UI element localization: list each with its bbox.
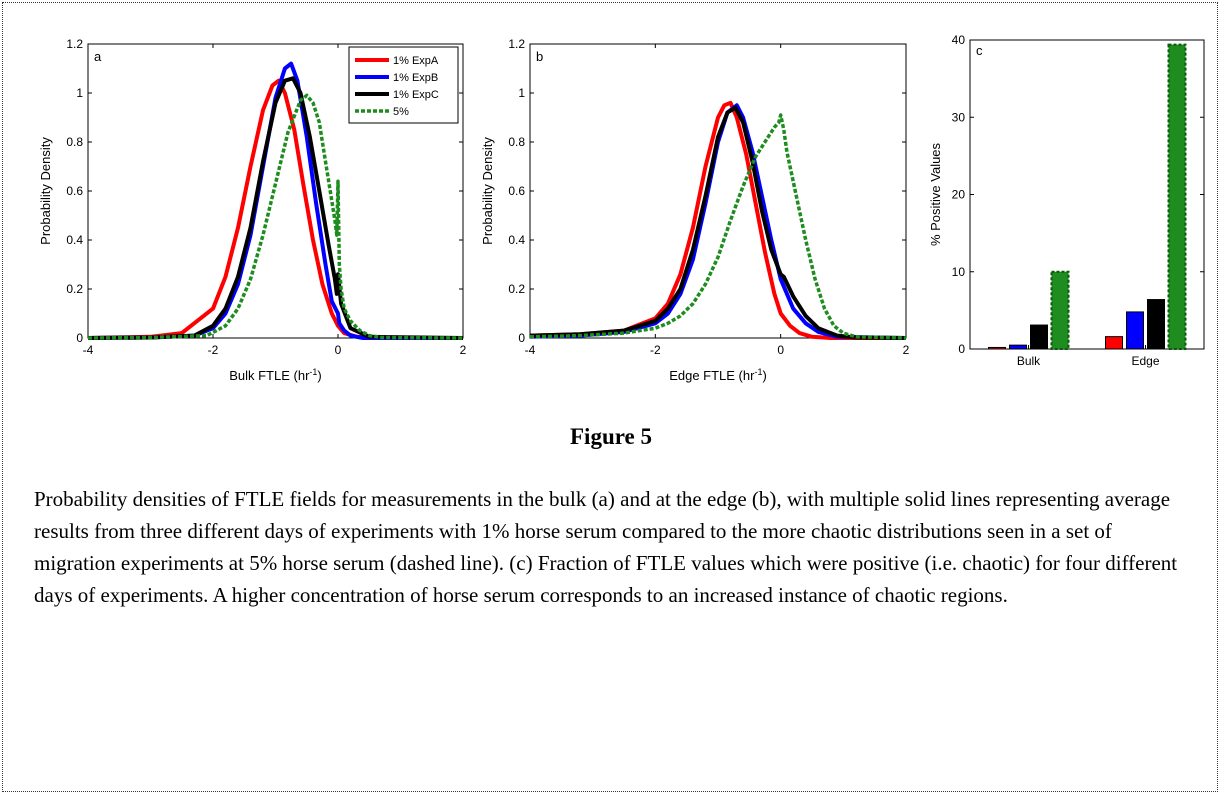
bar-edge-1-expa	[1105, 336, 1123, 350]
figure-title: Figure 5	[570, 424, 652, 449]
y-tick-label: 0	[518, 331, 525, 345]
y-tick-label: 0.8	[508, 135, 525, 149]
x-axis-label: Edge FTLE (hr-1)	[669, 367, 767, 383]
legend-label: 1% ExpC	[393, 89, 439, 101]
x-tick-label: 0	[335, 343, 342, 357]
chart-panel-b: 0 0.2 0.4 0.6 0.8 1 1.2 -4 -2 0 2 b Probability Dens…	[480, 37, 910, 383]
x-tick-label: Edge	[1131, 354, 1159, 368]
figure-caption: Probability densities of FTLE fields for…	[34, 487, 1178, 607]
bar-bulk-5-	[1050, 270, 1070, 350]
x-axis-label: Bulk FTLE (hr-1)	[229, 367, 322, 383]
x-tick-label: -2	[208, 343, 219, 357]
chart-panel-a: 0 0.2 0.4 0.6 0.8 1 1.2 -4 -2 0 2 a Probability Dens…	[38, 37, 467, 383]
bar-bulk-1-expc	[1030, 324, 1048, 350]
series-line-5-	[529, 113, 907, 340]
y-tick-label: 0.4	[66, 233, 83, 247]
y-tick-label: 0.8	[66, 135, 83, 149]
x-tick-label: Bulk	[1017, 354, 1041, 368]
x-tick-label: -2	[650, 343, 661, 357]
y-axis-label: Probability Density	[480, 137, 495, 245]
y-tick-label: 20	[952, 188, 966, 202]
series-line-1-expc	[529, 105, 907, 340]
y-tick-label: 10	[952, 265, 966, 279]
series-line-1-expb	[87, 61, 463, 340]
y-tick-label: 0.4	[508, 233, 525, 247]
panel-label: c	[976, 43, 983, 58]
y-tick-label: 1	[76, 86, 83, 100]
panel-label: b	[536, 49, 543, 64]
y-tick-label: 1	[518, 86, 525, 100]
y-tick-label: 1.2	[66, 37, 83, 51]
chart-panel-c: 0 10 20 30 40 Bulk Edge c % Positive Values	[928, 33, 1205, 368]
y-axis-label: Probability Density	[38, 137, 53, 245]
legend-label: 5%	[393, 106, 409, 118]
plot-area	[969, 39, 1205, 350]
bar-bulk-1-expb	[1009, 344, 1027, 350]
y-tick-label: 0	[958, 342, 965, 356]
y-tick-label: 0.6	[508, 184, 525, 198]
y-axis-label: % Positive Values	[928, 142, 943, 246]
panel-label: a	[94, 49, 102, 64]
y-tick-label: 0.2	[508, 282, 525, 296]
bar-edge-1-expc	[1147, 299, 1165, 350]
plot-area	[529, 43, 907, 339]
x-tick-label: -4	[83, 343, 94, 357]
bar-edge-5-	[1167, 43, 1187, 350]
x-tick-label: 2	[903, 343, 910, 357]
legend-label: 1% ExpA	[393, 55, 439, 67]
x-tick-label: 0	[777, 343, 784, 357]
x-tick-label: -4	[525, 343, 536, 357]
y-tick-label: 40	[952, 33, 966, 47]
legend: 1% ExpA 1% ExpB 1% ExpC 5%	[348, 46, 459, 124]
y-tick-label: 0.2	[66, 282, 83, 296]
bar-bulk-1-expa	[988, 346, 1006, 350]
y-tick-label: 30	[952, 110, 966, 124]
figure-charts: 0 0.2 0.4 0.6 0.8 1 1.2 -4 -2 0 2 a Probability Dens…	[38, 33, 1205, 383]
bar-edge-1-expb	[1126, 311, 1144, 350]
y-tick-label: 0.6	[66, 184, 83, 198]
legend-label: 1% ExpB	[393, 72, 438, 84]
x-tick-label: 2	[460, 343, 467, 357]
series-line-1-expb	[529, 103, 907, 340]
y-tick-label: 0	[76, 331, 83, 345]
y-tick-label: 1.2	[508, 37, 525, 51]
